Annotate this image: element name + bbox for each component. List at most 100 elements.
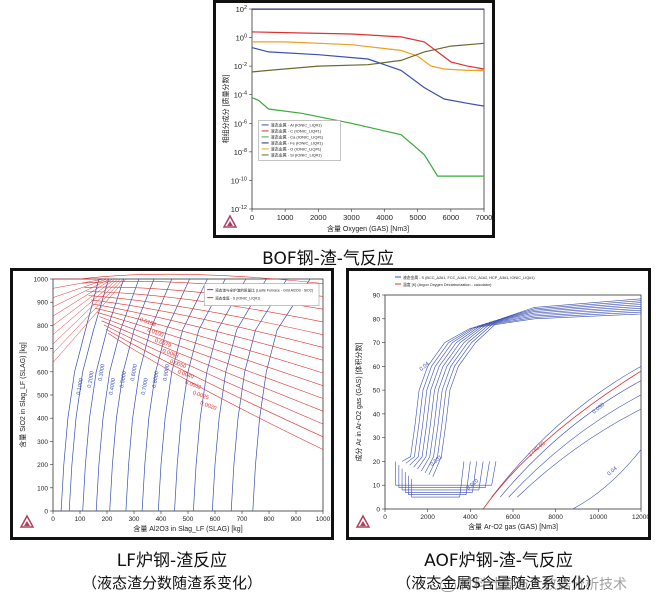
liquid-fraction-contour <box>193 278 247 512</box>
sulfur-contour <box>398 461 490 488</box>
x-tick-label: 5000 <box>409 213 426 222</box>
y-tick-label: 0 <box>376 507 380 514</box>
liquid-fraction-contour <box>95 278 140 512</box>
x-tick-label: 4000 <box>463 514 478 521</box>
logo-triangle-outer <box>222 214 238 228</box>
liquid-fraction-contour <box>82 278 125 512</box>
sulfur-contour <box>107 333 324 450</box>
x-tick-label: 900 <box>291 516 302 523</box>
x-tick-label: 600 <box>210 516 221 523</box>
blue-contour-label: 0.7000 <box>141 378 150 396</box>
y-tick-label: 40 <box>373 411 381 418</box>
sulfur-contour <box>424 302 642 474</box>
sulfur-contour <box>411 461 465 498</box>
x-axis-label: 含量 Ar-O2 gas (GAS) [Nm3] <box>468 522 558 531</box>
sulfur-contour <box>404 461 478 493</box>
sulfur-contour <box>52 278 113 317</box>
y-tick-label: 0 <box>44 509 48 516</box>
y-tick-label: 100 <box>236 34 247 43</box>
x-axis-label: 含量 Oxygen (GAS) [Nm3] <box>327 224 409 233</box>
sulfur-contour <box>92 303 324 361</box>
sulfur-contour <box>79 273 324 284</box>
y-axis-label: 成分 Ar in Ar-O2 gas (GAS) [体积分数] <box>354 342 363 461</box>
sulfur-contour <box>95 307 324 374</box>
red-contour-label: 0.0020 <box>199 401 217 412</box>
y-tick-label: 200 <box>37 462 48 469</box>
liquid-fraction-contour <box>125 278 173 512</box>
x-tick-label: 1000 <box>277 213 294 222</box>
y-tick-label: 1000 <box>34 277 49 284</box>
x-tick-label: 6000 <box>506 514 521 521</box>
liquid-fraction-contour <box>109 278 155 512</box>
y-tick-label: 700 <box>37 346 48 353</box>
sulfur-contour <box>499 380 642 498</box>
sulfur-contour <box>88 295 324 335</box>
sulfur-contour <box>52 278 124 354</box>
thermo-calc-logo <box>222 214 238 228</box>
legend-entry: 液态金属 - S (IONIC_LIQ#1) <box>215 296 260 301</box>
series-line <box>251 97 484 177</box>
sulfur-contour <box>86 291 324 323</box>
y-axis-label: 相组分成分 [质量分数] <box>221 75 230 144</box>
red-contour-label: 0.0100 <box>146 327 164 338</box>
contour-label: 0.04 <box>419 361 431 372</box>
x-tick-label: 700 <box>237 516 248 523</box>
x-tick-label: 200 <box>102 516 113 523</box>
plot-area <box>384 294 642 510</box>
sulfur-contour <box>409 309 642 466</box>
bof-chart: 0 1000 2000 3000 4000 5000 6000 7000 102 100 10-2 1… <box>221 5 492 233</box>
red-contour-label: 0.0050 <box>169 359 187 370</box>
thermo-calc-logo <box>355 514 371 528</box>
thermo-calc-logo <box>19 514 35 528</box>
x-tick-label: 1000 <box>316 516 331 523</box>
lf-chart-panel: 0 100 200 300 400 500 600 700 800 900 1000 0 100 200 3… <box>10 268 334 540</box>
y-tick-label: 10 <box>373 483 381 490</box>
y-tick-label: 90 <box>373 293 381 300</box>
red-contour-label: 0.0025 <box>192 390 210 401</box>
red-contour-label: 0.0063 <box>161 348 179 359</box>
blue-contour-label: 0.4000 <box>108 378 117 396</box>
bof-chart-panel: 0 1000 2000 3000 4000 5000 6000 7000 102 100 10-2 1… <box>213 0 495 238</box>
x-tick-label: 0 <box>51 516 55 523</box>
y-axis-label: 含量 SiO2 in Slag_LF (SLAG) [kg] <box>18 342 27 447</box>
sulfur-contour <box>413 308 642 468</box>
legend-entry: 液态渣与全炉渣的质量比 (Ladle Furnace - Grid Al2O3 … <box>215 288 313 293</box>
watermark: 材料计算与大数据分析技术 <box>440 574 650 594</box>
y-tick-label: 900 <box>37 300 48 307</box>
x-tick-label: 400 <box>156 516 167 523</box>
y-tick-label: 10-4 <box>234 91 247 100</box>
y-tick-label: 300 <box>37 439 48 446</box>
x-tick-label: 0 <box>383 514 387 521</box>
y-tick-label: 10-2 <box>234 62 247 71</box>
x-tick-label: 3000 <box>343 213 360 222</box>
y-tick-label: 100 <box>37 485 48 492</box>
y-tick-label: 70 <box>373 340 381 347</box>
legend-entry: 液态金属 - O (IONIC_LIQ#1) <box>271 145 322 151</box>
blue-contour-label: 0.6000 <box>130 364 139 382</box>
sulfur-contour <box>572 449 642 510</box>
red-contour-label: 0.0158 <box>139 317 157 328</box>
y-tick-label: 20 <box>373 459 381 466</box>
x-tick-label: 500 <box>183 516 194 523</box>
sulfur-contour <box>395 461 497 486</box>
liquid-fraction-contour <box>211 278 267 512</box>
sulfur-contour <box>52 278 110 308</box>
y-tick-label: 10-12 <box>231 205 247 214</box>
x-axis-label: 含量 Al2O3 in Slag_LF (SLAG) [kg] <box>133 524 242 533</box>
sulfur-contour <box>517 408 642 498</box>
sulfur-contour <box>52 278 108 298</box>
sulfur-contour <box>417 306 642 470</box>
contour-label: 0.04 <box>606 466 618 477</box>
liquid-fraction-contour <box>141 278 190 512</box>
liquid-fraction-contour <box>157 278 208 512</box>
lf-chart: 0 100 200 300 400 500 600 700 800 900 1000 0 100 200 3… <box>18 273 331 533</box>
sulfur-contour <box>408 461 471 496</box>
y-tick-label: 10-10 <box>231 176 247 185</box>
blue-contour-label: 0.8000 <box>152 371 161 389</box>
sulfur-contour <box>52 278 121 345</box>
sulfur-contour <box>405 311 642 464</box>
lf-caption-line1: LF炉钢-渣反应 <box>116 551 228 571</box>
sulfur-contour <box>99 316 324 399</box>
